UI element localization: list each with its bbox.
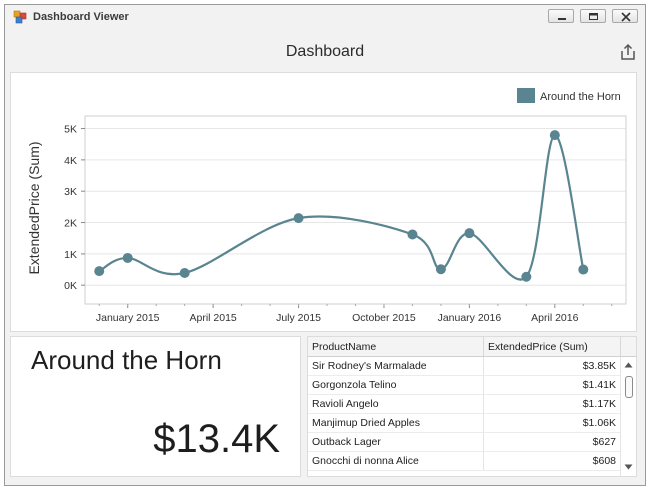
chart-panel: 0K 1K 2K 3K 4K 5K January 2015 April 2015 July … <box>10 72 637 332</box>
card-value: $13.4K <box>153 417 280 461</box>
data-point[interactable] <box>464 228 475 239</box>
app-icon <box>13 10 27 24</box>
x-tick-label: October 2015 <box>352 312 416 324</box>
maximize-icon <box>589 13 598 20</box>
card-panel: Around the Horn $13.4K <box>10 336 301 477</box>
cell-productname: Gorgonzola Telino <box>308 375 484 395</box>
plot-area <box>84 115 627 305</box>
scroll-up-icon[interactable] <box>624 362 633 368</box>
cell-extendedprice: $627 <box>483 432 621 452</box>
y-tick-label: 1K <box>64 249 77 261</box>
chart-gridlines <box>85 128 626 286</box>
cell-extendedprice: $1.41K <box>483 375 621 395</box>
cell-extendedprice: $1.17K <box>483 394 621 414</box>
data-point[interactable] <box>549 130 560 141</box>
legend[interactable]: Around the Horn <box>517 88 621 103</box>
data-point[interactable] <box>293 213 304 224</box>
data-point[interactable] <box>407 229 418 240</box>
window-title: Dashboard Viewer <box>33 11 129 23</box>
scroll-down-icon[interactable] <box>624 464 633 470</box>
vertical-scrollbar[interactable] <box>620 357 636 476</box>
close-icon <box>621 12 631 22</box>
column-header-productname[interactable]: ProductName <box>308 337 484 357</box>
minimize-button[interactable] <box>548 9 574 23</box>
cell-productname: Manjimup Dried Apples <box>308 413 484 433</box>
cell-extendedprice: $1.06K <box>483 413 621 433</box>
cell-productname: Sir Rodney's Marmalade <box>308 356 484 376</box>
grid-header-corner <box>620 337 636 357</box>
cell-extendedprice: $608 <box>483 451 621 471</box>
cell-productname: Ravioli Angelo <box>308 394 484 414</box>
data-point[interactable] <box>435 264 446 275</box>
x-tick-label: April 2016 <box>531 312 578 324</box>
cell-productname: Gnocchi di nonna Alice <box>308 451 484 471</box>
x-axis: January 2015 April 2015 July 2015 October 2… <box>96 304 613 324</box>
y-tick-label: 2K <box>64 218 77 230</box>
minimize-icon <box>558 18 566 20</box>
data-point[interactable] <box>122 252 133 263</box>
series-line <box>98 134 585 281</box>
data-point[interactable] <box>578 264 589 275</box>
title-bar[interactable]: Dashboard Viewer <box>5 5 645 29</box>
table-row[interactable]: Sir Rodney's Marmalade $3.85K <box>308 356 621 376</box>
cell-extendedprice: $3.85K <box>483 356 621 376</box>
column-header-extendedprice[interactable]: ExtendedPrice (Sum) <box>483 337 621 357</box>
dashboard-title: Dashboard <box>285 43 365 60</box>
data-point[interactable] <box>94 266 105 277</box>
data-point[interactable] <box>179 267 190 278</box>
maximize-button[interactable] <box>580 9 606 23</box>
table-row[interactable]: Manjimup Dried Apples $1.06K <box>308 413 621 433</box>
table-row[interactable]: Gnocchi di nonna Alice $608 <box>308 451 621 471</box>
scrollbar-thumb[interactable] <box>625 376 633 398</box>
dashboard-header: Dashboard <box>11 33 639 73</box>
y-axis: 0K 1K 2K 3K 4K 5K <box>64 124 85 292</box>
export-icon[interactable] <box>619 43 637 61</box>
table-row[interactable]: Outback Lager $627 <box>308 432 621 452</box>
table-row[interactable]: Ravioli Angelo $1.17K <box>308 394 621 414</box>
grid-header-row: ProductName ExtendedPrice (Sum) <box>308 337 621 357</box>
x-tick-label: April 2015 <box>189 312 236 324</box>
legend-swatch <box>517 88 535 103</box>
close-button[interactable] <box>612 9 638 23</box>
legend-label: Around the Horn <box>540 91 621 103</box>
data-point[interactable] <box>521 271 532 282</box>
card-title: Around the Horn <box>31 345 222 375</box>
line-chart: 0K 1K 2K 3K 4K 5K January 2015 April 2015 July … <box>26 88 627 324</box>
cell-productname: Outback Lager <box>308 432 484 452</box>
grid-panel: ProductName ExtendedPrice (Sum) Sir Rodn… <box>307 336 637 477</box>
x-tick-label: January 2016 <box>438 312 502 324</box>
y-tick-label: 4K <box>64 155 77 167</box>
x-tick-label: January 2015 <box>96 312 160 324</box>
y-axis-label: ExtendedPrice (Sum) <box>26 141 42 274</box>
data-grid: ProductName ExtendedPrice (Sum) Sir Rodn… <box>308 337 621 471</box>
table-row[interactable]: Gorgonzola Telino $1.41K <box>308 375 621 395</box>
x-tick-label: July 2015 <box>276 312 321 324</box>
y-tick-label: 5K <box>64 124 77 136</box>
y-tick-label: 3K <box>64 186 77 198</box>
chart-series <box>94 130 589 282</box>
y-tick-label: 0K <box>64 280 77 292</box>
